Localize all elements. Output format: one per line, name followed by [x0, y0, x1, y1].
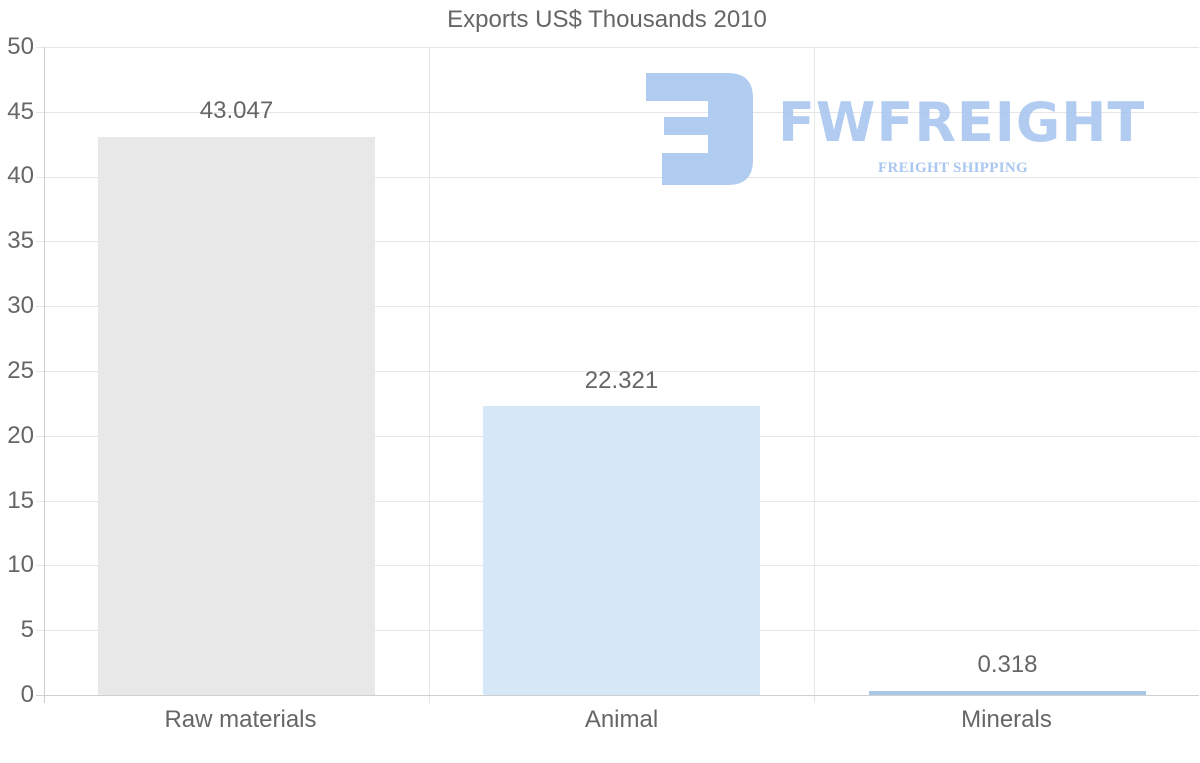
- y-axis-line: [44, 47, 45, 703]
- x-axis-line: [36, 695, 1199, 696]
- gridline: [36, 47, 1199, 48]
- x-tick-label: Minerals: [961, 706, 1052, 733]
- gridline: [36, 371, 1199, 372]
- category-divider: [429, 47, 430, 703]
- y-tick-label: 25: [7, 357, 34, 384]
- x-tick-label: Animal: [584, 706, 659, 733]
- y-tick-label: 0: [20, 681, 34, 708]
- watermark-tagline: FREIGHT SHIPPING: [878, 160, 1028, 176]
- y-tick-label: 35: [7, 227, 34, 254]
- y-tick-label: 15: [7, 487, 34, 514]
- value-label: 22.321: [584, 367, 659, 394]
- value-label: 0.318: [977, 651, 1038, 678]
- y-tick-label: 30: [7, 292, 34, 319]
- gridline: [36, 112, 1199, 113]
- plot-area: 43.047 22.321 0.318: [36, 47, 1199, 703]
- y-tick-label: 45: [7, 98, 34, 125]
- chart-title: Exports US$ Thousands 2010: [447, 6, 767, 33]
- watermark-brand: FWFREIGHT: [778, 91, 1146, 154]
- y-tick-label: 20: [7, 422, 34, 449]
- value-label: 43.047: [199, 97, 274, 124]
- gridline: [36, 241, 1199, 242]
- bar-minerals[interactable]: [869, 691, 1146, 695]
- bar-raw-materials[interactable]: [98, 137, 375, 695]
- y-tick-label: 10: [7, 551, 34, 578]
- bar-animal[interactable]: [483, 406, 760, 695]
- y-tick-label: 40: [7, 162, 34, 189]
- category-divider: [814, 47, 815, 703]
- fwfreight-watermark-logo: FWFREIGHT FREIGHT SHIPPING: [646, 73, 1156, 188]
- y-tick-label: 5: [20, 616, 34, 643]
- gridline: [36, 177, 1199, 178]
- y-tick-label: 50: [7, 33, 34, 60]
- x-tick-label: Raw materials: [164, 706, 317, 733]
- gridline: [36, 306, 1199, 307]
- fwfreight-logo-mark-icon: [646, 73, 753, 185]
